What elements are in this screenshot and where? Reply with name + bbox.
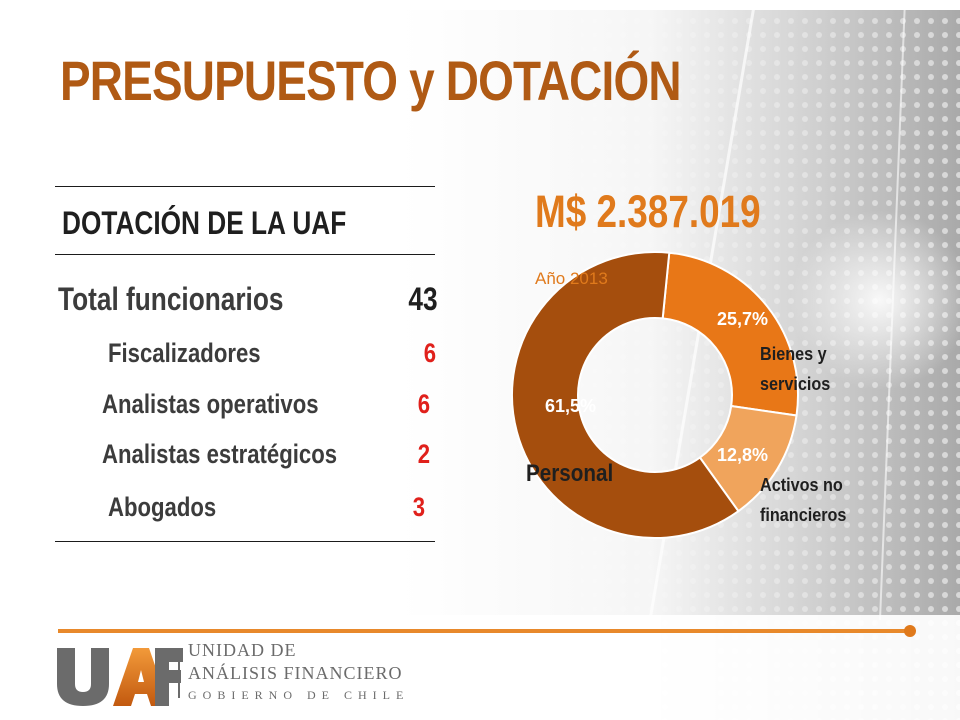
budget-year: Año 2013 — [535, 269, 608, 288]
category-label-bienes-line2: servicios — [760, 374, 831, 394]
role-value-abogados: 3 — [412, 492, 425, 522]
role-label-abogados: Abogados — [108, 492, 217, 522]
role-value-analistas-operativos: 6 — [417, 389, 430, 419]
donut-value-label-bienes-y-servicios: 25,7% — [717, 309, 768, 329]
footer-accent-line — [58, 629, 910, 633]
footer-accent-dot — [904, 625, 916, 637]
divider-bottom — [55, 541, 435, 542]
donut-slice-bienes-y-servicios — [661, 251, 799, 417]
donut-value-label-personal: 61,5% — [545, 396, 596, 416]
role-label-fiscalizadores: Fiscalizadores — [108, 338, 261, 368]
budget-amount: M$ 2.387.019 — [535, 186, 761, 237]
category-label-personal: Personal — [526, 460, 614, 487]
donut-slice-personal — [511, 251, 740, 539]
org-name-line1: UNIDAD DE — [188, 640, 297, 660]
category-label-activos-line1: Activos no — [760, 475, 843, 495]
role-label-analistas-operativos: Analistas operativos — [102, 389, 319, 419]
org-name-line2: ANÁLISIS FINANCIERO — [188, 663, 403, 683]
role-value-fiscalizadores: 6 — [423, 338, 436, 368]
category-label-bienes-line1: Bienes y — [760, 344, 827, 364]
category-label-activos-line2: financieros — [760, 505, 847, 525]
donut-value-label-activos-no-financieros: 12,8% — [717, 445, 768, 465]
uaf-logo — [57, 648, 183, 706]
divider-middle — [55, 254, 435, 255]
page-title: PRESUPUESTO y DOTACIÓN — [60, 49, 682, 112]
category-label-activos-no-financieros: Activos no financieros — [760, 470, 846, 530]
role-label-analistas-estrategicos: Analistas estratégicos — [102, 439, 338, 469]
total-staff-label: Total funcionarios — [58, 281, 284, 317]
org-name-line3: GOBIERNO DE CHILE — [188, 688, 410, 702]
category-label-bienes-servicios: Bienes y servicios — [760, 339, 830, 399]
staffing-heading: DOTACIÓN DE LA UAF — [62, 205, 347, 241]
divider-top — [55, 186, 435, 187]
logo-divider — [178, 648, 180, 698]
total-staff-value: 43 — [408, 281, 438, 317]
role-value-analistas-estrategicos: 2 — [417, 439, 430, 469]
